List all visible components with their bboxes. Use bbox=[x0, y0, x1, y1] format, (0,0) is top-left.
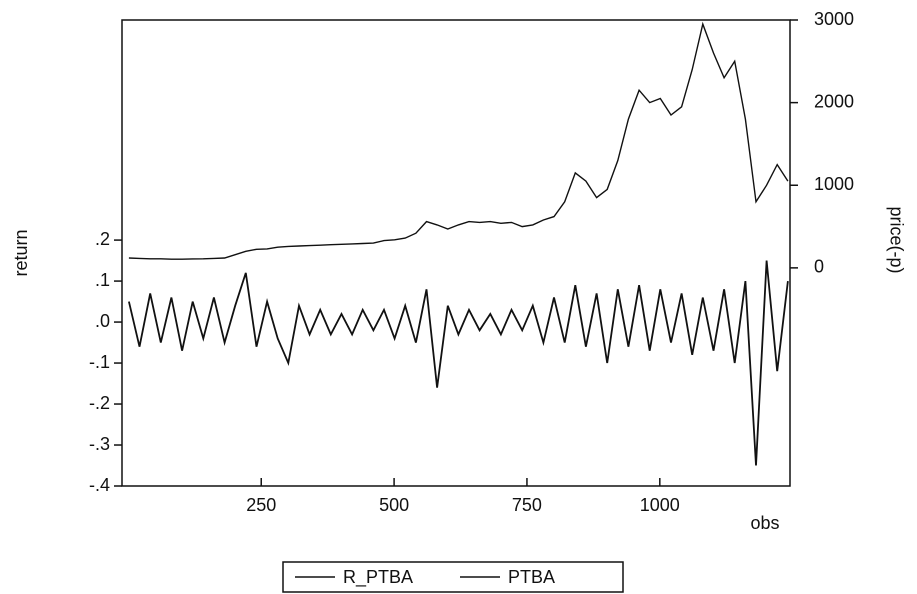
y-tick-label: -.3 bbox=[89, 434, 110, 454]
series-line bbox=[128, 21, 789, 260]
y-tick-label: -.1 bbox=[89, 352, 110, 372]
y-tick-label: .1 bbox=[95, 270, 110, 290]
x-tick-label: 750 bbox=[512, 495, 542, 515]
series-line bbox=[128, 260, 789, 466]
legend bbox=[282, 561, 624, 593]
y-tick-label: .2 bbox=[95, 229, 110, 249]
x-tick-label: 250 bbox=[246, 495, 276, 515]
legend-label: PTBA bbox=[508, 567, 555, 587]
y-tick-label: -.2 bbox=[89, 393, 110, 413]
y-tick-label: -.4 bbox=[89, 475, 110, 495]
x-tick-label: 500 bbox=[379, 495, 409, 515]
y-tick-label: .0 bbox=[95, 311, 110, 331]
plot-frame bbox=[121, 19, 791, 487]
y2-tick-label: 1000 bbox=[814, 174, 854, 194]
y2-tick-label: 2000 bbox=[814, 91, 854, 111]
y2-tick-label: 3000 bbox=[814, 9, 854, 29]
x-tick-label: 1000 bbox=[640, 495, 680, 515]
x-axis-label: obs bbox=[750, 513, 779, 533]
y2-axis-label: price(-p) bbox=[886, 206, 906, 273]
legend-label: R_PTBA bbox=[343, 567, 413, 588]
y2-tick-label: 0 bbox=[814, 257, 824, 277]
y-axis-label: return bbox=[11, 229, 31, 276]
